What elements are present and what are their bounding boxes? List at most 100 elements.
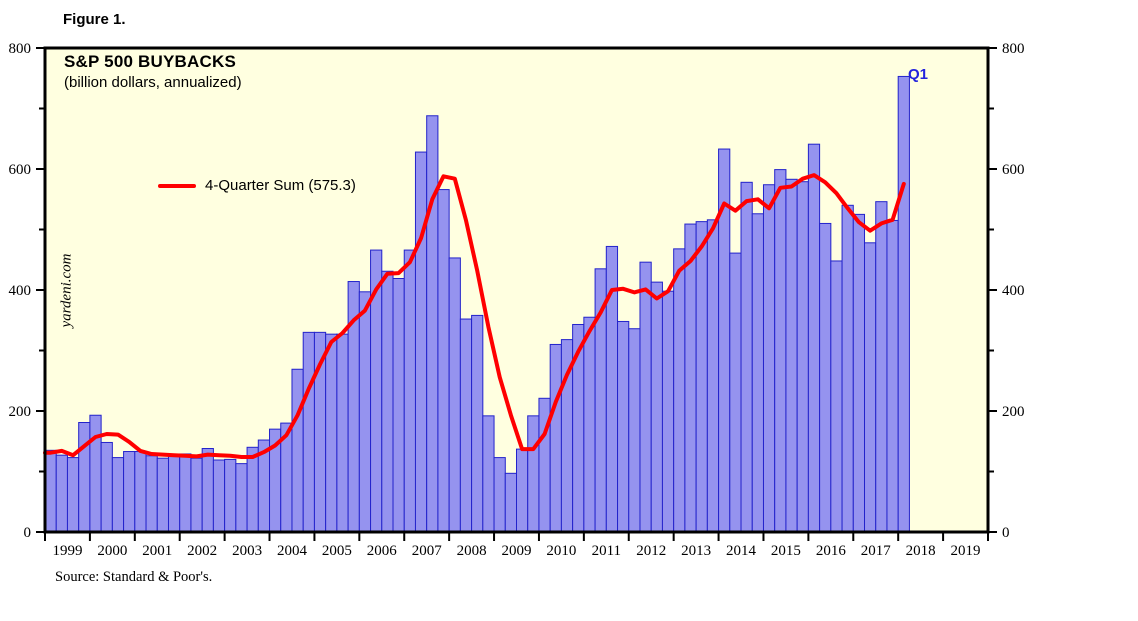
buyback-bar xyxy=(212,459,226,533)
x-axis-year-label: 1999 xyxy=(52,543,82,559)
buyback-bar xyxy=(504,472,517,533)
buyback-bar xyxy=(482,415,495,533)
buyback-bar xyxy=(224,458,237,533)
buyback-bar xyxy=(123,451,136,533)
buyback-bar xyxy=(459,318,473,533)
buyback-bar xyxy=(774,169,787,533)
buyback-bar xyxy=(448,257,461,533)
buyback-bar xyxy=(751,213,764,533)
x-axis-year-label: 2014 xyxy=(726,543,757,559)
buyback-bar xyxy=(235,463,248,533)
y-axis-label-right: 200 xyxy=(1002,404,1025,420)
buyback-bar xyxy=(403,249,416,533)
x-axis-year-label: 2013 xyxy=(681,543,711,559)
buyback-bar xyxy=(78,422,91,533)
buyback-bar xyxy=(628,328,641,533)
legend-label: 4-Quarter Sum (575.3) xyxy=(205,177,356,194)
buyback-bar xyxy=(493,457,506,533)
plot-frame xyxy=(43,46,990,534)
watermark: yardeni.com xyxy=(58,253,75,328)
x-axis-year-label: 2017 xyxy=(861,543,892,559)
y-axis-label-left: 800 xyxy=(9,41,32,57)
x-axis-year-label: 2016 xyxy=(816,543,847,559)
buyback-bar xyxy=(639,261,652,533)
y-axis-label-left: 400 xyxy=(9,283,32,299)
buyback-bar xyxy=(471,314,484,533)
buyback-bar xyxy=(897,75,910,533)
x-axis-year-label: 2001 xyxy=(142,543,172,559)
buyback-bar xyxy=(819,222,832,533)
x-axis-year-label: 2009 xyxy=(502,543,532,559)
four-quarter-sum-line xyxy=(43,173,906,459)
buyback-bar xyxy=(673,248,686,533)
buyback-bar xyxy=(527,415,540,533)
x-axis-year-label: 2000 xyxy=(97,543,127,559)
buyback-bar xyxy=(134,451,147,533)
buyback-bar xyxy=(358,291,372,533)
y-axis-label-right: 0 xyxy=(1002,525,1010,541)
x-axis-year-label: 2004 xyxy=(277,543,308,559)
buyback-bar xyxy=(516,448,529,533)
x-axis-year-label: 2008 xyxy=(457,543,487,559)
buyback-bar xyxy=(246,446,259,533)
legend: 4-Quarter Sum (575.3) xyxy=(158,177,356,194)
buyback-bar xyxy=(706,219,720,533)
x-axis-year-label: 2012 xyxy=(636,543,666,559)
buyback-bar xyxy=(695,221,708,533)
buyback-bar xyxy=(55,454,68,533)
y-axis-label-left: 600 xyxy=(9,162,32,178)
buyback-bar xyxy=(111,457,125,533)
last-bar-annotation: Q1 xyxy=(908,66,929,83)
buyback-bar xyxy=(583,316,596,533)
buyback-bar xyxy=(336,333,349,533)
y-axis-label-left: 0 xyxy=(24,525,32,541)
chart-title: S&P 500 BUYBACKS xyxy=(64,52,236,71)
buyback-bar xyxy=(617,320,630,533)
buyback-bar xyxy=(886,219,899,533)
buyback-bar xyxy=(201,448,214,533)
x-axis-year-label: 2005 xyxy=(322,543,352,559)
x-axis-year-label: 2015 xyxy=(771,543,801,559)
buyback-bar xyxy=(381,270,394,533)
buyback-bar xyxy=(661,290,675,533)
buyback-bar xyxy=(437,189,450,533)
buyback-bar xyxy=(729,252,742,533)
buyback-bar xyxy=(796,181,809,533)
x-axis-year-label: 2006 xyxy=(367,543,398,559)
x-axis-year-label: 2011 xyxy=(592,543,621,559)
buyback-bar xyxy=(179,453,192,533)
buyback-bar xyxy=(66,457,80,533)
x-axis-year-label: 2010 xyxy=(546,543,576,559)
source-note: Source: Standard & Poor's. xyxy=(55,569,213,585)
buyback-bar xyxy=(167,455,181,533)
buyback-bar xyxy=(392,278,405,533)
buyback-bar xyxy=(549,343,562,533)
buyback-bar xyxy=(684,223,697,533)
x-axis-year-label: 2003 xyxy=(232,543,262,559)
buyback-bar xyxy=(89,414,102,533)
buyback-bar xyxy=(325,333,338,533)
buyback-bar xyxy=(852,213,866,533)
x-axis-year-label: 2019 xyxy=(951,543,981,559)
y-axis-label-left: 200 xyxy=(9,404,32,420)
buyback-bar xyxy=(807,143,821,533)
buyback-bar xyxy=(864,242,877,533)
x-axis-year-label: 2018 xyxy=(906,543,936,559)
x-axis-year-label: 2002 xyxy=(187,543,217,559)
buyback-bar xyxy=(740,181,753,533)
buyback-bar xyxy=(156,457,169,533)
buyback-bar xyxy=(190,457,203,533)
buyback-bar xyxy=(145,455,158,533)
y-axis-label-right: 800 xyxy=(1002,41,1025,57)
four-quarter-sum-line-swatch xyxy=(158,183,196,188)
buyback-bar xyxy=(841,204,854,533)
buyback-bar xyxy=(785,178,798,533)
y-axis-label-right: 600 xyxy=(1002,162,1025,178)
buyback-bar xyxy=(426,115,439,533)
buyback-bar xyxy=(291,368,304,533)
chart-subtitle: (billion dollars, annualized) xyxy=(64,74,242,91)
buyback-bar xyxy=(44,449,57,533)
x-axis-year-label: 2007 xyxy=(412,543,443,559)
